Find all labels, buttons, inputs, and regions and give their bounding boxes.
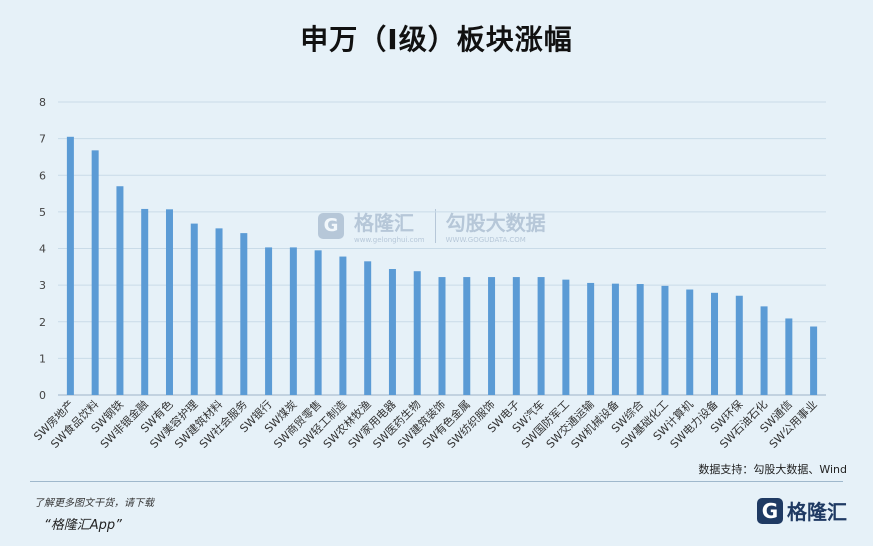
bar xyxy=(512,277,520,395)
bar xyxy=(215,228,223,395)
chart-title: 申万（I级）板块涨幅 xyxy=(300,23,573,56)
y-tick-label: 2 xyxy=(39,316,46,329)
y-tick-label: 8 xyxy=(39,96,46,109)
bar xyxy=(463,277,471,395)
bar xyxy=(91,150,99,395)
bar-chart: 012345678SW房地产SW食品饮料SW钢铁SW非银金融SW有色SW美容护理… xyxy=(31,96,826,451)
bar xyxy=(686,289,694,395)
bar xyxy=(413,271,421,395)
y-tick-label: 0 xyxy=(39,389,46,402)
bar xyxy=(611,283,619,395)
bar xyxy=(314,250,322,395)
footer-app-name: “格隆汇App” xyxy=(44,518,122,533)
brand-name: 格隆汇 xyxy=(787,500,847,524)
watermark-url: www.gelonghui.com xyxy=(354,236,425,244)
bar xyxy=(190,223,198,395)
bar xyxy=(240,233,248,395)
bar xyxy=(711,292,719,395)
watermark-logo-icon: G xyxy=(318,212,344,239)
bar xyxy=(265,247,273,395)
bar xyxy=(165,209,173,395)
y-tick-label: 6 xyxy=(39,169,46,182)
y-tick-label: 7 xyxy=(39,133,46,146)
bar xyxy=(537,277,545,395)
bar xyxy=(810,326,818,395)
bar xyxy=(785,318,793,395)
footer-divider xyxy=(30,481,843,482)
bar xyxy=(661,285,669,395)
bar xyxy=(116,186,124,395)
watermark-name: 格隆汇 xyxy=(354,211,414,235)
bar xyxy=(735,295,743,395)
bar xyxy=(562,279,570,395)
bar xyxy=(760,306,768,395)
y-tick-label: 1 xyxy=(39,352,46,365)
bar xyxy=(488,277,496,395)
watermark-divider xyxy=(434,208,436,243)
bar xyxy=(289,247,297,395)
bar xyxy=(66,136,74,395)
bar xyxy=(438,277,446,395)
watermark: G 格隆汇 www.gelonghui.com 勾股大数据 WWW.GOGUDA… xyxy=(318,207,546,244)
brand-logo: G 格隆汇 xyxy=(757,496,847,525)
data-source-note: 数据支持：勾股大数据、Wind xyxy=(698,463,847,476)
bar xyxy=(339,256,347,395)
bar xyxy=(636,284,644,395)
bar xyxy=(388,269,396,395)
watermark-url-2: WWW.GOGUDATA.COM xyxy=(445,236,526,244)
bar xyxy=(587,282,595,395)
y-tick-label: 5 xyxy=(39,206,46,219)
watermark-name-2: 勾股大数据 xyxy=(445,211,546,235)
y-tick-label: 3 xyxy=(39,279,46,292)
bar xyxy=(364,261,372,395)
footer-download-note: 了解更多图文干货，请下载 xyxy=(34,498,154,509)
bar xyxy=(141,208,149,395)
y-tick-label: 4 xyxy=(39,243,46,256)
brand-logo-icon: G xyxy=(757,497,783,524)
